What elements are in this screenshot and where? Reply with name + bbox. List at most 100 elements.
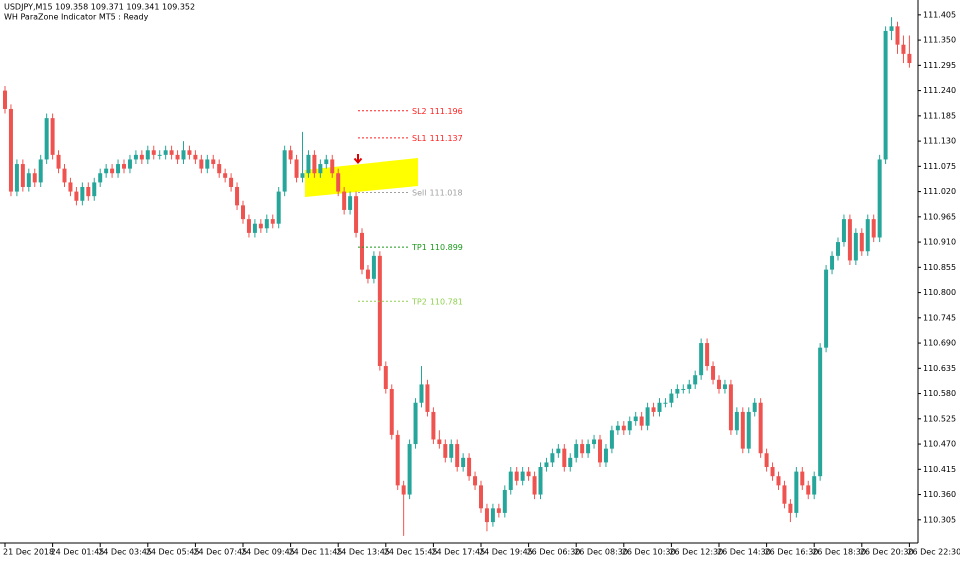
candle-body [294,159,299,178]
candle-body [235,186,240,206]
candle-body [193,154,198,160]
candle-body [14,164,19,192]
candle-body [699,343,704,376]
candle-body [865,219,870,252]
candle-body [609,430,614,449]
candle-body [62,168,67,183]
candle-body [836,242,840,256]
candle-body [687,384,692,389]
candle-body [258,223,263,229]
candle-body [44,118,49,160]
candle-body [175,154,180,160]
candle-body [217,164,222,174]
level-label: TP2 110.781 [411,297,463,306]
y-tick-label: 110.360 [923,490,956,499]
candle-body [157,154,162,156]
candle-body [514,471,519,481]
candle-body [806,485,811,495]
candle-body [770,467,775,477]
candles [3,17,912,536]
candle-body [681,388,686,390]
candle-body [728,384,733,431]
x-tick-label: 26 Dec 08:30 [574,548,628,557]
candle-body [877,159,882,238]
y-tick-label: 110.965 [923,212,956,221]
candle-body [532,476,537,495]
candle-body [223,173,228,178]
candle-body [603,448,608,463]
candle-body [556,448,561,454]
header-line: USDJPY,M15 109.358 109.371 109.341 109.3… [4,3,195,12]
candle-body [145,150,150,160]
x-tick-label: 24 Dec 03:45 [98,548,152,557]
y-tick-label: 110.305 [923,515,956,524]
candle-body [431,411,436,440]
candle-body [38,159,43,183]
candle-body [110,168,115,174]
candle-body [568,457,573,468]
y-tick-label: 110.910 [923,238,956,247]
y-tick-label: 111.185 [923,111,956,120]
candle-body [782,485,787,504]
candle-body [122,164,126,169]
candle-body [734,411,739,431]
candle-body [746,411,751,449]
x-tick-label: 24 Dec 11:45 [289,548,343,557]
x-tick-label: 26 Dec 22:30 [907,548,960,557]
candle-body [449,444,454,458]
candle-body [693,375,698,385]
candle-body [205,159,210,169]
candle-body [889,26,894,31]
candle-body [526,471,531,477]
candle-body [598,439,602,463]
candle-body [538,467,543,495]
x-tick-label: 24 Dec 09:45 [241,548,295,557]
candle-body [740,411,745,449]
candle-body [3,90,7,109]
level-name: SL2 [412,106,427,115]
candle-body [264,219,269,229]
candle-body [116,164,121,174]
candle-body [288,150,293,160]
candle-body [365,269,370,279]
level-value: 111.196 [430,106,463,115]
candle-body [395,434,400,486]
candle-body [901,44,906,54]
candle-body [639,416,644,426]
candle-body [496,508,501,513]
candle-body [401,485,406,495]
candle-body [92,182,97,197]
candle-body [246,219,251,233]
candle-body [229,177,234,187]
candle-body [211,159,216,165]
candle-body [324,159,329,165]
candle-body [8,108,13,192]
candle-body [615,425,620,431]
y-tick-label: 110.855 [923,263,956,272]
candle-body [711,366,716,380]
candle-body [443,444,448,458]
candle-body [841,219,846,243]
candle-body [336,173,341,192]
candle-body [371,255,376,279]
candle-body [32,173,37,183]
candle-body [627,421,632,431]
level-name: TP1 [411,243,427,252]
candle-body [199,159,204,169]
candle-body [127,159,132,169]
y-tick-label: 110.525 [923,414,956,423]
y-tick-label: 110.635 [923,364,956,373]
y-tick-label: 110.745 [923,313,956,322]
candle-body [794,471,799,513]
y-tick-label: 110.800 [923,288,956,297]
candle-body [306,154,311,174]
y-tick-label: 111.295 [923,61,956,70]
x-tick-label: 24 Dec 15:45 [384,548,438,557]
level-label: Sell 111.018 [412,188,463,197]
level-name: Sell [412,188,426,197]
candle-body [651,407,656,412]
candle-body [389,388,394,435]
y-tick-label: 111.350 [923,36,956,45]
